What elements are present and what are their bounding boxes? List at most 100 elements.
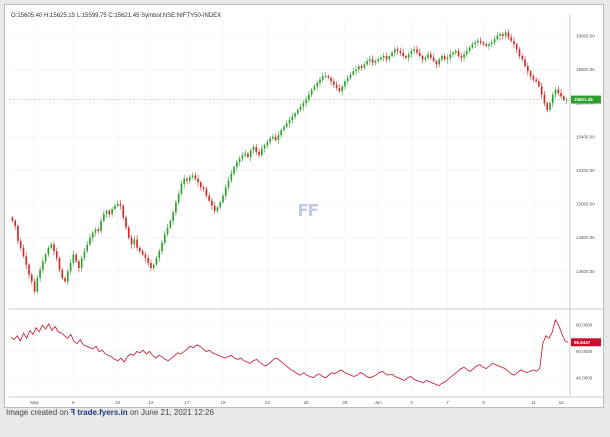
candle-body (122, 205, 125, 218)
candle-body (535, 79, 537, 82)
candle-body (549, 103, 551, 110)
candle-body (252, 146, 255, 151)
time-tick-label: 28 (342, 400, 348, 405)
candle-body (324, 76, 327, 77)
candle-body (460, 56, 463, 58)
candle-body (169, 220, 172, 228)
candle-body (216, 207, 219, 211)
candle-body (410, 50, 413, 55)
candle-body (540, 86, 543, 95)
candle-body (211, 200, 213, 206)
candle-body (294, 113, 296, 117)
candle-body (369, 59, 371, 62)
time-tick-label: 3 (410, 400, 413, 405)
candle-body (147, 257, 150, 263)
candle-body (513, 40, 515, 45)
candle-body (191, 175, 194, 178)
candle-body (371, 59, 374, 63)
candle-body (86, 244, 89, 252)
candle-body (374, 61, 377, 63)
candle-body (474, 42, 476, 45)
candle-body (116, 204, 119, 206)
candle-body (163, 234, 166, 243)
candle-body (208, 195, 210, 201)
candle-body (224, 187, 227, 196)
candle-body (421, 56, 424, 60)
rsi-last-label: 66.6447 (574, 340, 591, 345)
candle-body (53, 244, 55, 252)
chart-svg: 14600.00 14800.00 15000.00 15200.00 15400.00… (9, 15, 605, 405)
time-tick-label: Jun (375, 400, 383, 405)
candle-body (227, 180, 230, 188)
price-tick-label: 15800.00 (576, 67, 595, 72)
candle-body (108, 210, 111, 215)
candle-body (526, 66, 529, 72)
candle-body (47, 247, 50, 255)
candle-body (97, 229, 100, 231)
candle-body (233, 167, 235, 174)
candle-body (105, 210, 108, 215)
rsi-last-badge (571, 338, 601, 347)
candle-body (299, 106, 302, 110)
footer: Image created on ꟻ trade.fyers.in on Jun… (6, 408, 214, 417)
candle-body (518, 49, 521, 57)
candle-body (496, 35, 499, 40)
candle-body (255, 146, 258, 152)
candle-body (114, 205, 116, 210)
candle-body (521, 56, 524, 60)
candle-body (308, 94, 310, 100)
candle-body (236, 162, 238, 168)
candle-body (493, 39, 496, 43)
candle-body (380, 57, 382, 60)
candle-body (557, 89, 560, 94)
candle-body (468, 47, 471, 51)
candle-body (524, 59, 526, 67)
candle-body (346, 77, 349, 82)
candle-body (515, 44, 518, 50)
candle-body (341, 86, 343, 92)
candle-body (377, 59, 380, 62)
time-tick-label: 26 (304, 400, 310, 405)
candle-body (360, 66, 363, 68)
candle-body (263, 145, 266, 149)
price-tick-label: 15000.00 (576, 202, 595, 207)
rsi-tick-label: 40.0000 (576, 375, 593, 380)
candle-body (141, 251, 144, 255)
candle-body (449, 54, 452, 58)
footer-brand[interactable]: fyers.in (99, 408, 128, 417)
candle-body (402, 52, 404, 57)
candle-body (446, 57, 449, 60)
rsi-tick-label: 80.0000 (576, 323, 593, 328)
candle-body (452, 52, 454, 55)
candle-body (230, 173, 233, 181)
candle-body (310, 89, 313, 95)
candle-body (560, 93, 562, 97)
candle-body (399, 50, 402, 53)
time-tick-label: 12 (148, 400, 154, 405)
candle-body (349, 74, 352, 78)
candle-body (546, 103, 549, 110)
candle-body (150, 262, 152, 268)
candle-body (418, 52, 421, 57)
candle-body (479, 40, 482, 43)
candle-body (260, 148, 263, 156)
candle-body (269, 138, 271, 142)
candle-body (80, 257, 83, 268)
candle-body (388, 56, 391, 60)
candle-body (333, 81, 335, 85)
candle-body (91, 232, 94, 238)
candle-body (133, 239, 136, 245)
candle-body (266, 141, 269, 146)
candle-body (58, 257, 61, 270)
rsi-tick-label: 60.0000 (576, 349, 593, 354)
candle-body (435, 61, 438, 65)
candle-body (161, 242, 163, 252)
candle-body (441, 56, 443, 60)
watermark-mark (299, 204, 318, 216)
candle-body (454, 50, 457, 53)
footer-brand-pre[interactable]: trade. (77, 408, 100, 417)
candle-body (510, 37, 513, 41)
time-tick-label: 10 (115, 400, 121, 405)
candle-body (305, 99, 307, 104)
candle-body (429, 54, 432, 58)
